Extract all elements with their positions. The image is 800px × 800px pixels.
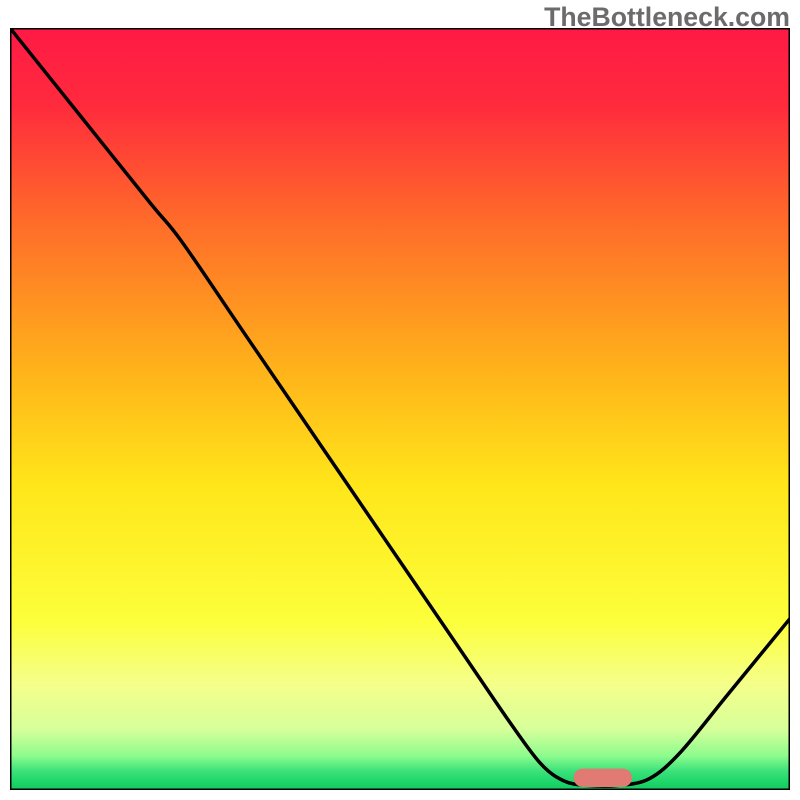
chart-background — [10, 28, 790, 790]
chart-area — [10, 28, 790, 790]
chart-root: TheBottleneck.com — [0, 0, 800, 800]
chart-marker — [574, 769, 633, 787]
chart-svg — [10, 28, 790, 790]
